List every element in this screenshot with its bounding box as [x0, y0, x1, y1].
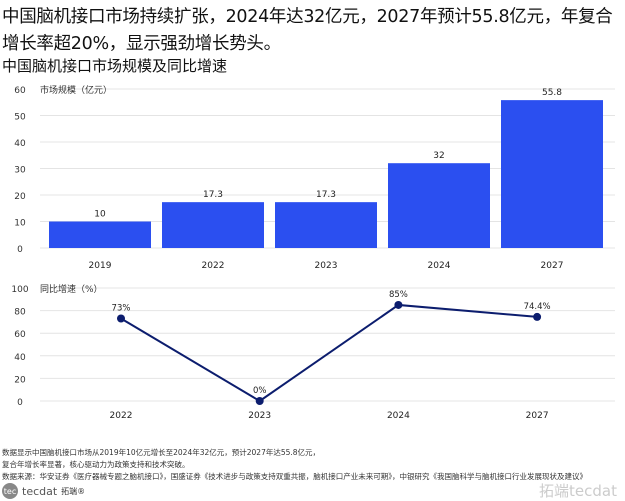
- data-point: [394, 300, 403, 309]
- footer-note-1: 数据显示中国脑机接口市场从2019年10亿元增长至2024年32亿元，预计202…: [2, 448, 321, 457]
- logo: tec tecdat 拓端®: [2, 483, 85, 499]
- y-tick-label: 40: [14, 139, 26, 149]
- data-label: 32: [433, 151, 444, 161]
- bar: [275, 202, 377, 248]
- watermark: 拓端tecdat: [539, 482, 617, 500]
- data-label: 17.3: [203, 190, 223, 200]
- data-label: 55.8: [542, 88, 562, 98]
- data-point: [533, 312, 542, 321]
- x-tick-label: 2024: [387, 411, 410, 421]
- x-tick-label: 2022: [202, 261, 225, 271]
- x-tick-label: 2027: [526, 411, 549, 421]
- y-tick-label: 60: [14, 330, 26, 340]
- x-tick-label: 2024: [428, 261, 451, 271]
- chart-title: 中国脑机接口市场规模及同比增速: [2, 57, 228, 75]
- data-label: 0%: [253, 386, 267, 396]
- data-label: 74.4%: [524, 302, 551, 312]
- footer-note-2: 复合年增长率显著，核心驱动力为政策支持和技术突破。: [2, 460, 190, 469]
- bar: [388, 163, 490, 248]
- y-tick-label: 40: [14, 353, 26, 363]
- data-label: 73%: [112, 304, 131, 314]
- chart-area: 0 10 20 30 40 50 60 市场规模（亿元） 10 2019 17.3 2022 17.3 2…: [11, 84, 615, 421]
- data-label: 10: [94, 210, 106, 220]
- data-point: [117, 314, 125, 323]
- x-tick-label: 2023: [248, 411, 271, 421]
- y-tick-label: 0: [17, 398, 23, 408]
- y-tick-label: 80: [14, 308, 26, 318]
- y-tick-label: 60: [14, 86, 26, 96]
- y-axis-label: 同比增速（%）: [40, 283, 103, 295]
- series-line: [120, 303, 538, 403]
- bar: [162, 202, 264, 248]
- bar: [49, 221, 151, 248]
- y-axis-label: 市场规模（亿元）: [40, 84, 112, 96]
- footer-source: 数据来源：华安证券《医疗器械专题之脑机接口》，国盛证券《技术进步与政策支持双重共…: [2, 472, 587, 481]
- logo-icon: tec: [2, 483, 18, 499]
- data-label: 17.3: [316, 190, 336, 200]
- x-tick-label: 2023: [315, 261, 338, 271]
- headline: 中国脑机接口市场持续扩张，2024年达32亿元，2027年预计55.8亿元，年复…: [2, 7, 613, 54]
- x-tick-label: 2027: [541, 261, 564, 271]
- y-tick-label: 20: [14, 375, 26, 385]
- y-tick-label: 20: [14, 192, 26, 202]
- y-tick-label: 30: [14, 166, 26, 176]
- bar: [501, 100, 603, 248]
- y-tick-label: 10: [14, 219, 26, 229]
- data-label: 85%: [389, 290, 408, 300]
- y-tick-label: 100: [11, 285, 28, 295]
- x-tick-label: 2019: [89, 261, 112, 271]
- logo-brand: tecdat: [22, 484, 58, 498]
- data-point: [255, 397, 264, 405]
- x-tick-label: 2022: [110, 411, 133, 421]
- y-tick-label: 50: [14, 113, 26, 123]
- logo-cn: 拓端®: [61, 486, 86, 496]
- y-tick-label: 0: [17, 245, 23, 255]
